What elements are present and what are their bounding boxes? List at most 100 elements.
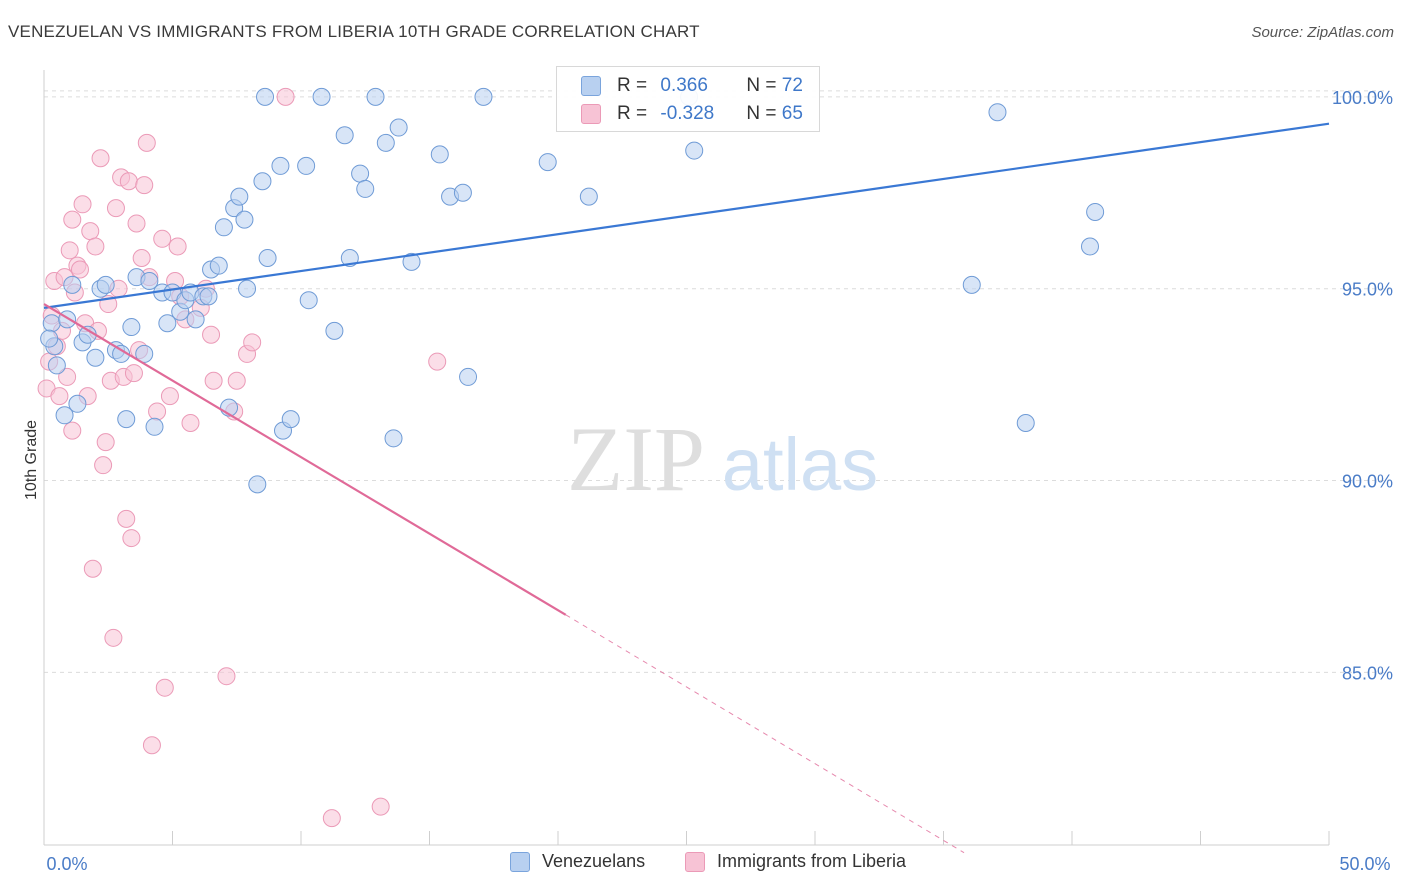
- liberia-point: [148, 402, 167, 421]
- liberia-point: [160, 387, 179, 406]
- liberia-point: [322, 809, 341, 828]
- liberia-point: [106, 199, 125, 218]
- venezuelans-point: [1016, 413, 1035, 432]
- liberia-point: [122, 529, 141, 548]
- liberia-point: [81, 222, 100, 241]
- trend-lines: [43, 122, 1330, 854]
- venezuelans-point: [376, 133, 395, 152]
- stats-legend: R = 0.366 N = 72 R = -0.328 N = 65: [556, 66, 820, 132]
- venezuelans-point: [186, 310, 205, 329]
- liberia-point: [117, 509, 136, 528]
- liberia-point: [63, 421, 82, 440]
- liberia-point: [132, 248, 151, 267]
- venezuelans-point: [235, 210, 254, 229]
- legend-label-liberia: Immigrants from Liberia: [717, 851, 907, 871]
- y-tick-label: 85.0%: [1342, 663, 1393, 683]
- venezuelans-point: [356, 179, 375, 198]
- legend-item-liberia: Immigrants from Liberia: [685, 851, 906, 872]
- x-tick-label: 0.0%: [46, 854, 87, 874]
- x-tick-labels: 0.0% 50.0%: [46, 854, 1390, 874]
- liberia-point: [227, 371, 246, 390]
- liberia-point: [70, 260, 89, 279]
- liberia-point: [135, 176, 154, 195]
- venezuelans-point: [474, 87, 493, 106]
- legend-n-label-1: N =: [746, 75, 782, 96]
- x-tick-label: 50.0%: [1339, 854, 1390, 874]
- liberia-point: [50, 387, 69, 406]
- venezuelans-point: [40, 329, 59, 348]
- liberia-point: [94, 456, 113, 475]
- y-tick-label: 100.0%: [1332, 88, 1393, 108]
- venezuelans-point: [366, 87, 385, 106]
- venezuelans-point: [248, 475, 267, 494]
- chart-title: VENEZUELAN VS IMMIGRANTS FROM LIBERIA 10…: [8, 22, 700, 41]
- liberia-point: [63, 210, 82, 229]
- liberia-point: [155, 678, 174, 697]
- venezuelans-point: [325, 321, 344, 340]
- watermark: ZIP atlas: [567, 408, 878, 510]
- liberia-point: [204, 371, 223, 390]
- liberia-point: [86, 237, 105, 256]
- watermark-atlas: atlas: [722, 423, 878, 506]
- venezuelans-point: [453, 183, 472, 202]
- venezuelans-point: [47, 356, 66, 375]
- legend-swatch-pink: [581, 104, 601, 124]
- liberia-point: [153, 229, 172, 248]
- legend-label-venezuelans: Venezuelans: [542, 851, 646, 871]
- liberia-point: [137, 133, 156, 152]
- liberia-point: [91, 149, 110, 168]
- venezuelans-point: [1080, 237, 1099, 256]
- venezuelans-point: [117, 410, 136, 429]
- venezuelans-point: [297, 156, 316, 175]
- venezuelans-point: [96, 275, 115, 294]
- legend-r-value-1: 0.366: [660, 75, 708, 96]
- liberia-point: [371, 797, 390, 816]
- venezuelans-point: [135, 344, 154, 363]
- liberia-point: [124, 364, 143, 383]
- legend-swatch-liberia: [685, 851, 705, 872]
- venezuelans-point: [962, 275, 981, 294]
- venezuelans-point: [199, 287, 218, 306]
- liberia-point: [217, 667, 236, 686]
- venezuelans-point: [340, 248, 359, 267]
- liberia-point: [127, 214, 146, 233]
- venezuelans-point: [281, 410, 300, 429]
- venezuelans-point: [299, 291, 318, 310]
- y-axis-label: 10th Grade: [23, 420, 40, 500]
- venezuelans-point: [256, 87, 275, 106]
- legend-swatch-venezuelans: [510, 851, 530, 872]
- liberia-point: [83, 559, 102, 578]
- venezuelans-point: [579, 187, 598, 206]
- gridlines: [44, 90, 1390, 673]
- venezuelans-point: [86, 348, 105, 367]
- venezuelans-point: [430, 145, 449, 164]
- venezuelans-point: [459, 367, 478, 386]
- trend-line-liberia-extension: [565, 614, 965, 854]
- legend-r-label-1: R =: [617, 75, 653, 96]
- venezuelans-point: [209, 256, 228, 275]
- y-tick-labels: 85.0% 90.0% 95.0% 100.0%: [1332, 88, 1393, 683]
- legend-row-venezuelans: R = 0.366 N = 72: [581, 74, 803, 98]
- source-label: Source: ZipAtlas.com: [1251, 24, 1394, 41]
- venezuelans-point: [238, 279, 257, 298]
- venezuelans-point: [230, 187, 249, 206]
- venezuelans-point: [122, 318, 141, 337]
- liberia-point: [243, 333, 262, 352]
- venezuelans-point: [335, 126, 354, 145]
- venezuelans-point: [685, 141, 704, 160]
- legend-n-value-2: 65: [781, 103, 803, 124]
- y-tick-label: 90.0%: [1342, 472, 1393, 492]
- venezuelans-point: [384, 429, 403, 448]
- venezuelans-point: [63, 275, 82, 294]
- liberia-point: [276, 87, 295, 106]
- venezuelans-point: [258, 248, 277, 267]
- liberia-point: [119, 172, 138, 191]
- liberia-point: [168, 237, 187, 256]
- venezuelans-point: [140, 272, 159, 291]
- venezuelans-point: [538, 153, 557, 172]
- liberia-point: [428, 352, 447, 371]
- venezuelans-point: [351, 164, 370, 183]
- venezuelans-point: [312, 87, 331, 106]
- venezuelans-point: [145, 417, 164, 436]
